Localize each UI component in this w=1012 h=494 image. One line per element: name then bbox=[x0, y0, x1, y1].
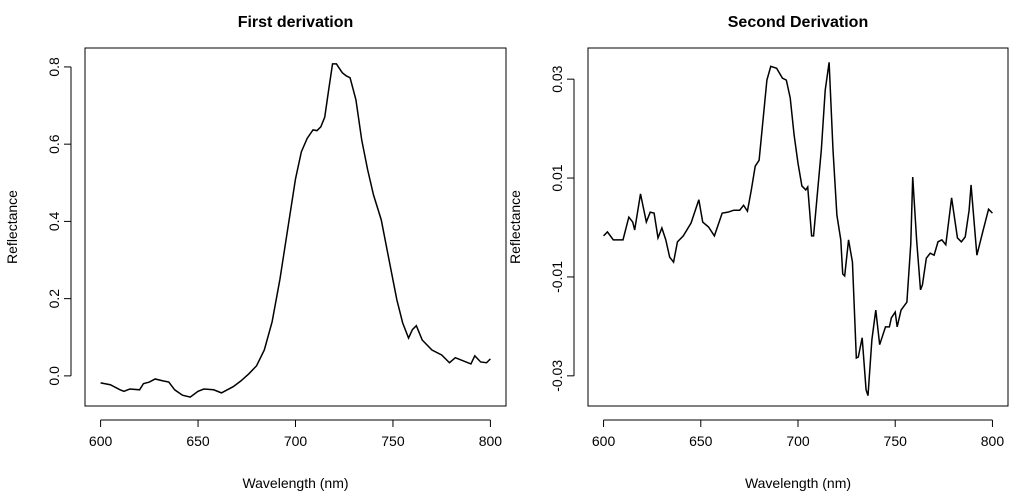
y-tick-label: -0.03 bbox=[549, 360, 565, 392]
x-tick-label: 650 bbox=[689, 433, 713, 449]
y-tick-label: 0.03 bbox=[549, 65, 565, 92]
y-tick-label: 0.2 bbox=[46, 289, 62, 309]
y-tick-label: 0.8 bbox=[46, 57, 62, 77]
data-line bbox=[603, 62, 993, 396]
x-tick-label: 700 bbox=[284, 433, 308, 449]
plot-frame bbox=[84, 47, 507, 407]
x-tick-label: 700 bbox=[786, 433, 810, 449]
x-tick-label: 600 bbox=[592, 433, 616, 449]
chart-title: Second Derivation bbox=[728, 14, 868, 31]
data-line bbox=[100, 63, 491, 398]
x-tick-label: 800 bbox=[479, 433, 503, 449]
y-tick-label: 0.0 bbox=[46, 366, 62, 386]
y-axis-label: Reflectance bbox=[4, 190, 20, 264]
x-tick-label: 750 bbox=[884, 433, 908, 449]
y-axis-label: Reflectance bbox=[507, 190, 523, 264]
y-tick-label: 0.4 bbox=[46, 211, 62, 231]
plot-frame bbox=[587, 47, 1009, 407]
x-tick-label: 750 bbox=[381, 433, 405, 449]
chart-title: First derivation bbox=[238, 14, 354, 31]
x-tick-label: 800 bbox=[981, 433, 1005, 449]
y-tick-label: -0.01 bbox=[549, 261, 565, 293]
x-tick-label: 600 bbox=[89, 433, 113, 449]
x-tick-label: 650 bbox=[186, 433, 210, 449]
y-tick-label: 0.6 bbox=[46, 134, 62, 154]
y-tick-label: 0.01 bbox=[549, 164, 565, 191]
x-axis-label: Wavelength (nm) bbox=[242, 475, 348, 491]
x-axis-label: Wavelength (nm) bbox=[745, 475, 851, 491]
